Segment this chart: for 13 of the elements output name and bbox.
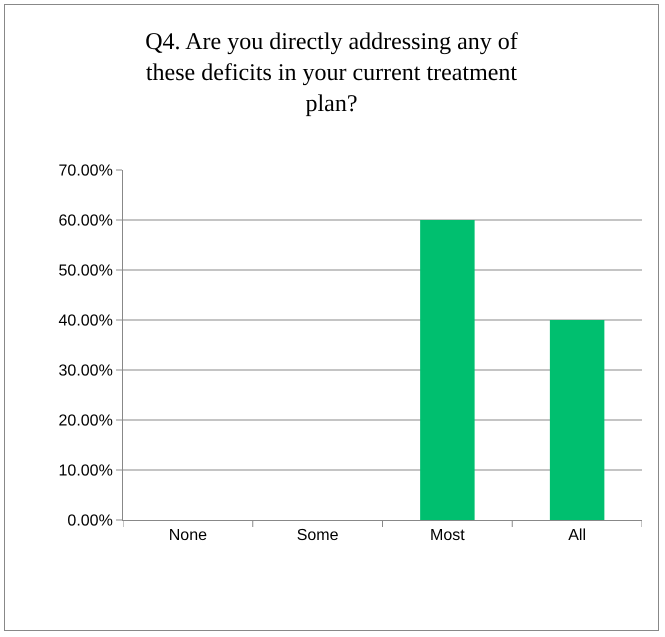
x-tick-label: None: [168, 527, 208, 544]
y-tick-label: 70.00%: [58, 162, 113, 180]
x-tick-label: Most: [430, 527, 466, 544]
y-tick-label: 20.00%: [58, 412, 113, 430]
y-tick-label: 40.00%: [58, 312, 113, 330]
chart-title: Q4. Are you directly addressing any of these deficits in your current treatment plan?: [145, 28, 518, 118]
y-tick-label: 10.00%: [58, 462, 113, 480]
y-tick-label: 30.00%: [58, 362, 113, 380]
y-tick-label: 50.00%: [58, 262, 113, 280]
x-tick-label: All: [568, 527, 586, 544]
y-tick-label: 60.00%: [58, 212, 113, 230]
y-tick-label: 0.00%: [67, 512, 113, 530]
x-tick-label: Some: [296, 527, 339, 544]
